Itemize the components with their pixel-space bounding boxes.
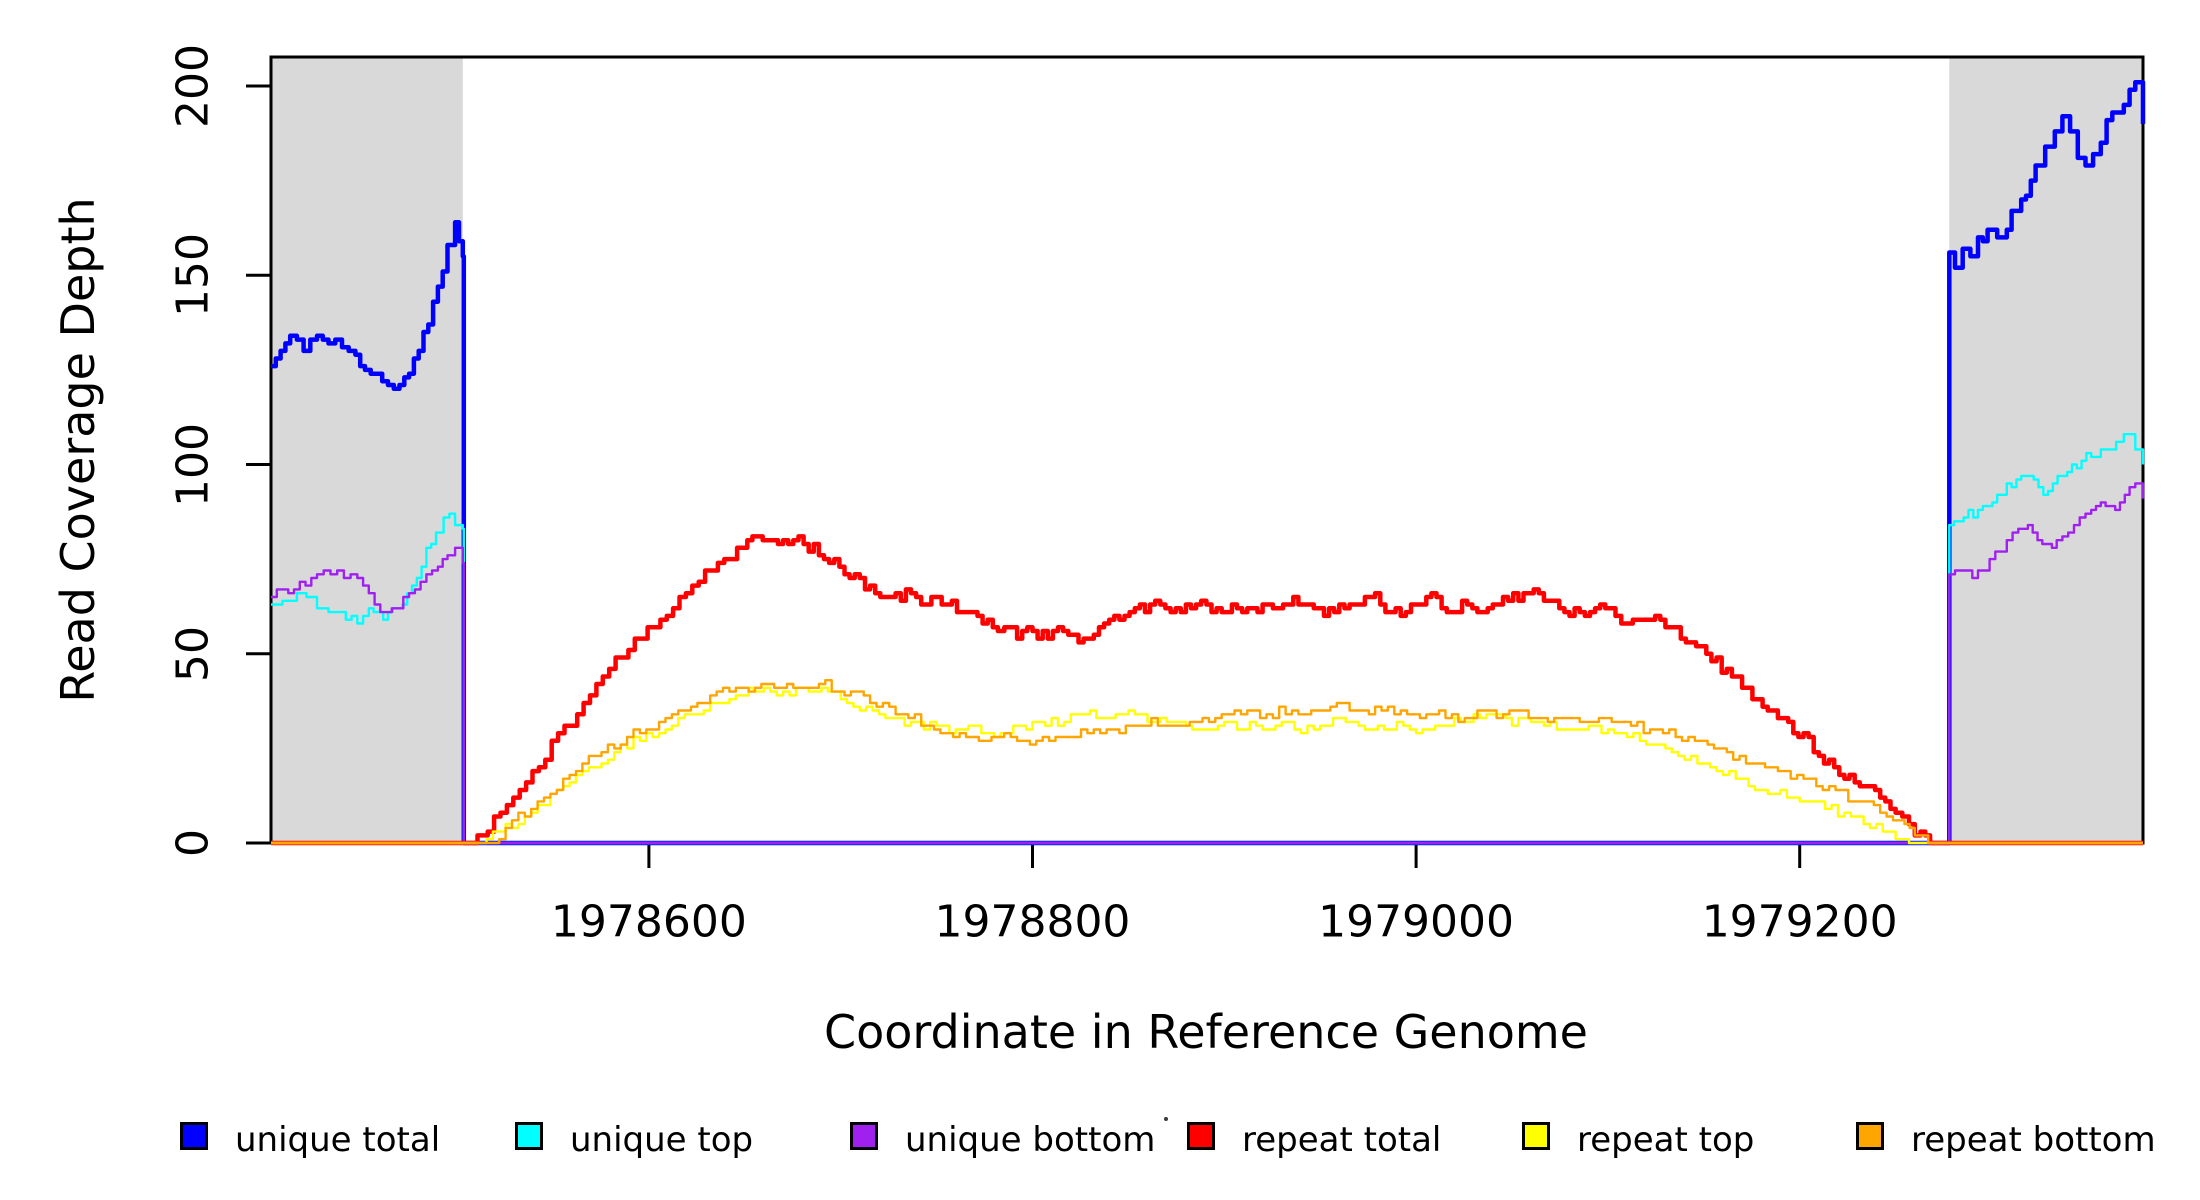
series-line-repeat-total (271, 534, 2143, 846)
x-tick-label-1979000: 1979000 (1318, 896, 1515, 948)
repeat-top-swatch-icon (1522, 1122, 1550, 1150)
legend-label: unique top (570, 1120, 754, 1160)
y-tick-label-100: 100 (167, 422, 219, 507)
series-line-repeat-bottom (271, 679, 2143, 845)
repeat-bottom-swatch-icon (1856, 1122, 1884, 1150)
y-tick-label-50: 50 (167, 625, 219, 682)
x-tick-label-1978600: 1978600 (550, 896, 747, 948)
legend-label: unique total (235, 1120, 441, 1160)
y-tick-label-0: 0 (167, 829, 219, 857)
unique-total-swatch-icon (180, 1122, 208, 1150)
y-axis-title: Read Coverage Depth (51, 197, 105, 703)
legend-label: unique bottom (905, 1120, 1156, 1160)
x-tick-label-1978800: 1978800 (934, 896, 1131, 948)
unique-top-swatch-icon (515, 1122, 543, 1150)
series-line-repeat-top (271, 686, 2143, 845)
series-line-unique-top (271, 433, 2145, 845)
legend-label: repeat total (1242, 1120, 1442, 1160)
axis-ticks (246, 84, 1802, 868)
unique-bottom-swatch-icon (850, 1122, 878, 1150)
x-tick-label-1979200: 1979200 (1701, 896, 1898, 948)
legend-label: repeat top (1577, 1120, 1755, 1160)
x-axis-title: Coordinate in Reference Genome (824, 1005, 1588, 1059)
legend-label: repeat bottom (1911, 1120, 2156, 1160)
y-tick-label-200: 200 (167, 44, 219, 128)
stray-dot (1164, 1117, 1168, 1121)
repeat-total-swatch-icon (1187, 1122, 1215, 1150)
series-line-unique-bottom (271, 482, 2145, 845)
plot-box (269, 55, 2145, 845)
y-tick-label-150: 150 (167, 233, 219, 318)
shaded-region-left-flank (271, 57, 463, 843)
